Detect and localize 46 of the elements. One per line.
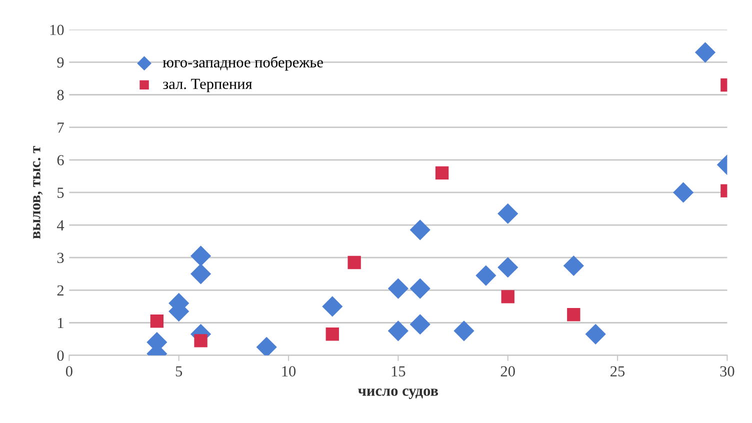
y-tick-label: 5 bbox=[58, 188, 64, 198]
y-tick-label: 10 bbox=[50, 24, 64, 36]
point bbox=[410, 220, 430, 240]
point bbox=[256, 336, 277, 356]
point bbox=[190, 264, 212, 284]
x-tick-label: 5 bbox=[176, 366, 182, 376]
point bbox=[585, 324, 606, 344]
point bbox=[673, 182, 694, 203]
y-axis-title: вылов, тыс. т bbox=[33, 146, 43, 239]
x-tick-label: 10 bbox=[282, 366, 296, 376]
y-tick-label: 8 bbox=[57, 90, 64, 100]
y-tick-label: 9 bbox=[57, 57, 64, 68]
point bbox=[567, 308, 580, 322]
point bbox=[476, 265, 496, 286]
point bbox=[194, 334, 208, 348]
y-tick-label: 2 bbox=[57, 285, 64, 296]
y-tick-label: 1 bbox=[58, 318, 64, 328]
point bbox=[190, 246, 212, 266]
point bbox=[694, 42, 716, 63]
point bbox=[326, 328, 339, 341]
y-tick-label: 4 bbox=[56, 220, 64, 230]
point bbox=[388, 278, 408, 299]
x-tick-label: 30 bbox=[720, 366, 734, 376]
point bbox=[435, 166, 449, 180]
y-tick-label: 7 bbox=[58, 122, 64, 133]
point bbox=[498, 257, 518, 278]
point bbox=[322, 296, 343, 317]
y-tick-label: 0 bbox=[57, 350, 64, 361]
point bbox=[388, 320, 408, 342]
x-tick-label: 0 bbox=[66, 366, 72, 376]
point bbox=[150, 314, 164, 328]
point bbox=[410, 314, 430, 335]
point bbox=[563, 255, 584, 276]
point bbox=[348, 256, 361, 270]
legend-label: юго-западное побережье bbox=[162, 56, 323, 71]
y-tick-label: 3 bbox=[57, 252, 64, 264]
legend-label: зал. Терпения bbox=[163, 78, 252, 92]
x-tick-label: 25 bbox=[610, 366, 625, 376]
y-tick-label: 6 bbox=[57, 155, 64, 166]
point bbox=[501, 290, 514, 304]
point bbox=[410, 278, 430, 299]
x-tick-label: 15 bbox=[392, 366, 406, 376]
x-tick-label: 20 bbox=[500, 366, 515, 376]
point bbox=[498, 203, 518, 224]
point bbox=[454, 320, 474, 342]
x-axis-title: число судов bbox=[358, 388, 438, 399]
